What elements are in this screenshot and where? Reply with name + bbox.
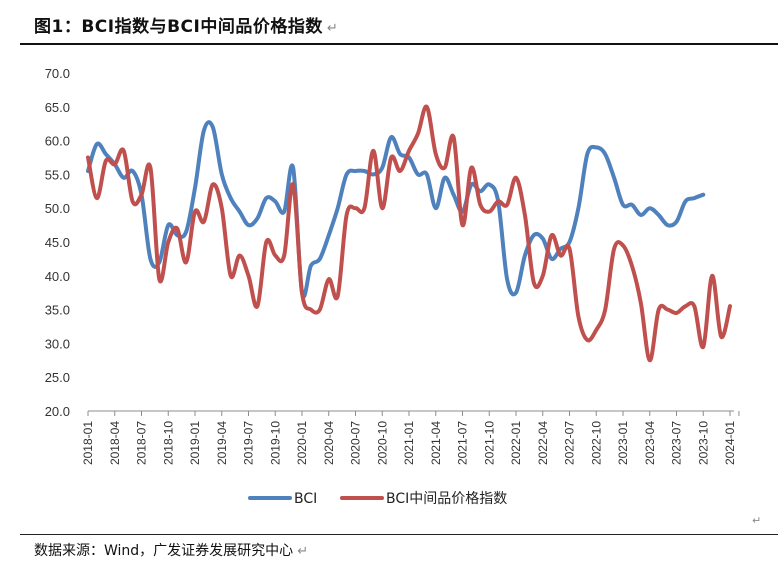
y-tick-label: 25.0	[45, 370, 70, 385]
legend-label-0: BCI	[294, 491, 317, 507]
x-tick-label: 2022-10	[589, 421, 603, 465]
y-tick-label: 60.0	[45, 134, 70, 149]
x-tick-label: 2019-04	[215, 421, 229, 465]
chart-title: 图1：BCI指数与BCI中间品价格指数 ↵	[34, 12, 338, 37]
x-tick-label: 2023-07	[670, 421, 684, 465]
y-tick-label: 70.0	[45, 66, 70, 81]
y-tick-label: 55.0	[45, 167, 70, 182]
x-tick-label: 2022-01	[509, 421, 523, 465]
y-tick-label: 20.0	[45, 404, 70, 419]
y-tick-label: 50.0	[45, 201, 70, 216]
x-tick-label: 2021-01	[402, 421, 416, 465]
x-tick-label: 2020-04	[322, 421, 336, 465]
x-tick-label: 2020-10	[375, 421, 389, 465]
x-tick-label: 2021-04	[429, 421, 443, 465]
paragraph-mark: ↵	[326, 21, 339, 36]
x-tick-label: 2019-01	[188, 421, 202, 465]
source-text: 数据来源：Wind，广发证券发展研究中心	[34, 543, 294, 559]
paragraph-mark: ↵	[752, 514, 762, 527]
source-note: 数据来源：Wind，广发证券发展研究中心 ↵	[34, 540, 308, 560]
x-tick-label: 2018-10	[161, 421, 175, 465]
chart-area: 20.0 25.0 30.0 35.0 40.0 45.0 50.0 55.0 60.0 65.0…	[20, 44, 778, 534]
y-tick-label: 40.0	[45, 269, 70, 284]
x-tick-label: 2020-07	[349, 421, 363, 465]
x-tick-label: 2018-04	[108, 421, 122, 465]
paragraph-mark: ↵	[297, 544, 309, 559]
x-tick-label: 2020-01	[295, 421, 309, 465]
series-line-0	[86, 120, 706, 299]
y-tick-label: 65.0	[45, 100, 70, 115]
x-tick-label: 2021-07	[456, 421, 470, 465]
x-tick-label: 2018-01	[81, 421, 95, 465]
x-tick-label: 2023-04	[643, 421, 657, 465]
x-tick-label: 2019-07	[242, 421, 256, 465]
title-rule	[20, 43, 778, 45]
x-tick-label: 2019-10	[268, 421, 282, 465]
y-tick-label: 45.0	[45, 235, 70, 250]
x-tick-label: 2023-01	[616, 421, 630, 465]
bottom-rule	[20, 534, 778, 535]
x-tick-label: 2018-07	[135, 421, 149, 465]
x-tick-label: 2022-07	[563, 421, 577, 465]
chart-title-text: 图1：BCI指数与BCI中间品价格指数	[34, 17, 323, 37]
x-tick-label: 2021-10	[482, 421, 496, 465]
y-tick-label: 35.0	[45, 303, 70, 318]
y-tick-label: 30.0	[45, 336, 70, 351]
chart-svg: 20.0 25.0 30.0 35.0 40.0 45.0 50.0 55.0 60.0 65.0…	[45, 66, 740, 507]
x-tick-label: 2024-01	[723, 421, 737, 465]
legend-label-1: BCI中间品价格指数	[386, 491, 507, 507]
x-tick-label: 2022-04	[536, 421, 550, 465]
series-line-1	[86, 104, 732, 363]
x-tick-label: 2023-10	[696, 421, 710, 465]
